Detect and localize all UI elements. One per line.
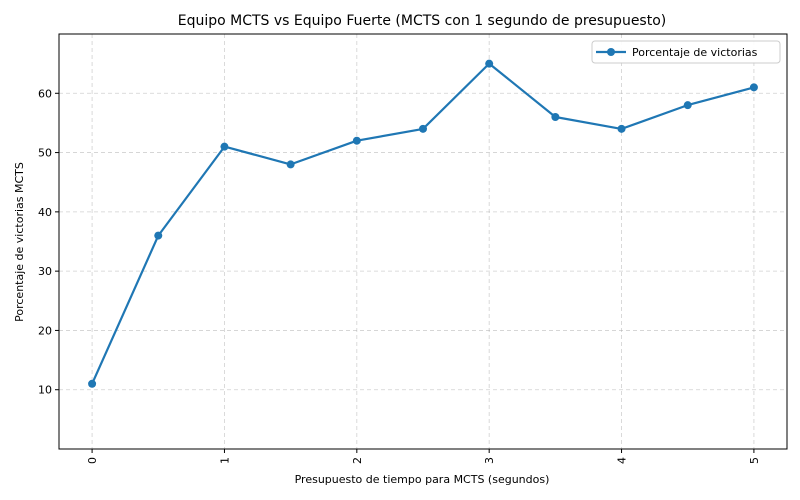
legend-marker-sample — [607, 48, 615, 56]
chart-title: Equipo MCTS vs Equipo Fuerte (MCTS con 1… — [178, 13, 667, 29]
data-point — [154, 231, 163, 240]
y-tick-label: 10 — [38, 384, 52, 397]
y-tick-label: 40 — [38, 206, 52, 219]
x-tick-label: 5 — [748, 457, 761, 464]
data-point — [220, 142, 229, 151]
x-tick-label: 2 — [351, 457, 364, 464]
series-line-porcentaje-de-victorias — [91, 62, 755, 385]
data-point — [749, 83, 758, 92]
legend: Porcentaje de victorias — [591, 40, 781, 64]
plot-frame — [58, 33, 788, 450]
x-tick-label: 0 — [86, 457, 99, 464]
x-axis-label: Presupuesto de tiempo para MCTS (segundo… — [295, 473, 550, 486]
y-axis-label: Porcentaje de victorias MCTS — [13, 162, 26, 322]
data-point — [683, 101, 692, 110]
data-point — [617, 124, 626, 133]
y-tick-label: 20 — [38, 324, 52, 337]
legend-box — [591, 40, 781, 64]
grid-lines — [59, 34, 787, 449]
legend-label: Porcentaje de victorias — [632, 46, 758, 59]
data-point — [88, 379, 97, 388]
data-point — [551, 113, 560, 121]
y-tick-label: 60 — [38, 87, 52, 100]
data-point — [419, 124, 427, 133]
x-tick-label: 1 — [218, 457, 231, 464]
x-tick-label: 4 — [616, 457, 629, 464]
data-point — [485, 59, 494, 68]
data-point — [352, 136, 361, 145]
x-tick-label: 3 — [483, 457, 496, 464]
data-point — [286, 160, 295, 169]
data-points — [88, 59, 758, 388]
y-axis: 10 20 30 40 50 60 — [38, 87, 59, 397]
y-tick-label: 50 — [38, 147, 52, 160]
y-tick-label: 30 — [38, 265, 52, 278]
x-axis: 0 1 2 3 4 5 — [86, 449, 761, 464]
